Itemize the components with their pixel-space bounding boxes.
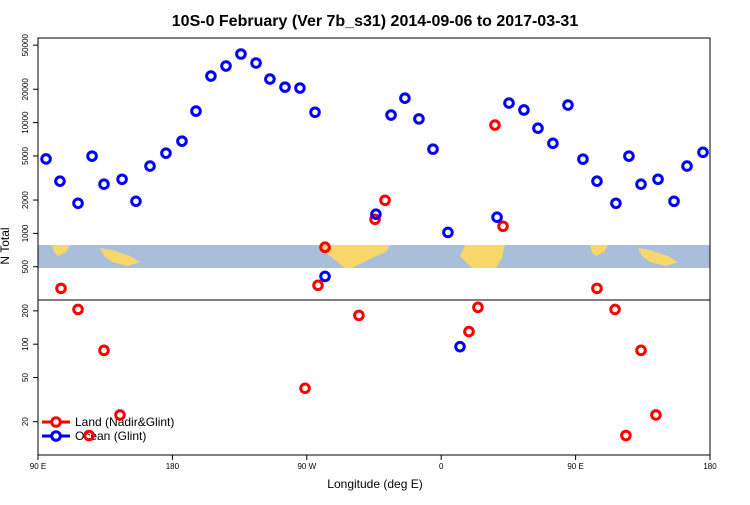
y-tick-label: 20000 (21, 78, 30, 101)
legend: Land (Nadir&Glint)Ocean (Glint) (42, 415, 174, 443)
point (176, 135, 188, 147)
point (116, 173, 128, 186)
point (319, 270, 331, 283)
y-tick-label: 500 (21, 260, 30, 274)
point (491, 211, 503, 224)
point (620, 429, 632, 442)
point (370, 208, 382, 221)
point (635, 178, 647, 190)
point (399, 92, 411, 105)
point (235, 48, 247, 60)
point (130, 195, 142, 208)
point (427, 143, 439, 155)
point (609, 303, 621, 316)
y-tick-label: 50000 (21, 33, 30, 56)
point (635, 344, 647, 357)
y-tick-label: 20 (21, 417, 30, 426)
plot-frame (37, 37, 711, 456)
x-tick-label: 180 (703, 462, 717, 471)
point (54, 175, 66, 187)
point (532, 122, 544, 134)
point (623, 150, 635, 162)
legend-swatch (50, 416, 62, 428)
point (591, 282, 603, 295)
point (489, 119, 501, 131)
point (72, 303, 84, 316)
point (83, 429, 95, 442)
point (264, 73, 276, 85)
point (114, 409, 126, 421)
point (279, 81, 291, 93)
point (299, 382, 311, 395)
point (681, 160, 693, 172)
y-tick-label: 1000 (21, 224, 30, 242)
point (650, 409, 662, 421)
point (503, 97, 515, 109)
point (697, 146, 709, 159)
y-tick-label: 2000 (21, 191, 30, 209)
point (72, 197, 84, 210)
point (294, 82, 306, 94)
point (190, 105, 202, 117)
chart-title: 10S-0 February (Ver 7b_s31) 2014-09-06 t… (172, 13, 579, 30)
y-tick-label: 200 (21, 304, 30, 318)
map-strip (38, 245, 710, 268)
legend-swatch (50, 430, 62, 442)
point (454, 340, 466, 353)
legend-label: Land (Nadir&Glint) (75, 415, 174, 429)
point (518, 104, 530, 116)
x-tick-label: 0 (439, 462, 444, 471)
x-tick-label: 90 E (567, 462, 583, 471)
y-tick-label: 50 (21, 373, 30, 382)
point (353, 309, 365, 322)
y-tick-label: 10000 (21, 111, 30, 134)
point (577, 153, 589, 165)
x-tick-label: 90 E (30, 462, 46, 471)
point (86, 150, 98, 162)
point (497, 220, 509, 233)
point (547, 137, 559, 150)
point (144, 160, 156, 172)
point (220, 60, 232, 72)
point (463, 325, 475, 338)
point (610, 197, 622, 210)
point (668, 195, 680, 208)
x-axis-title: Longitude (deg E) (327, 477, 422, 491)
point (379, 194, 391, 207)
point (562, 99, 574, 111)
x-tick-label: 180 (166, 462, 180, 471)
point (205, 70, 217, 82)
y-tick-label: 100 (21, 337, 30, 351)
point (98, 344, 110, 357)
point (413, 113, 425, 125)
y-axis-title: N Total (0, 227, 12, 264)
point (591, 175, 603, 187)
point (442, 226, 454, 239)
point (319, 241, 331, 254)
point (160, 147, 172, 159)
point (369, 213, 381, 226)
point (55, 282, 67, 295)
point (312, 279, 324, 292)
point (652, 173, 664, 186)
point (40, 153, 52, 165)
point (472, 301, 484, 314)
point (98, 178, 110, 190)
x-tick-label: 90 W (297, 462, 316, 471)
point (385, 109, 397, 121)
y-tick-label: 5000 (21, 146, 30, 164)
point (250, 57, 262, 69)
point (309, 106, 321, 119)
